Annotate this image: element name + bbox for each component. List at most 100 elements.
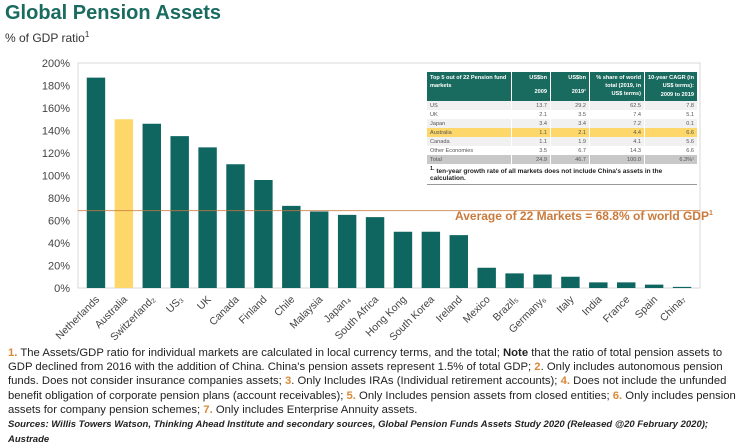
footnote-num: 5. [346,389,356,402]
bar [282,205,301,288]
table-cell: 6.6 [644,128,697,137]
footnote-text: . Only includes autonomous pension funds… [8,361,723,388]
header-subtext: 2009 [534,89,547,95]
table-row: Australia 1.1 2.1 4.4 6.6 [427,128,697,137]
y-tick-label: 160% [42,103,70,115]
table-cell: 14.3 [589,146,645,155]
table-cell: 1.1 [511,128,551,137]
chart-subtitle: % of GDP ratio1 [5,30,89,45]
plot-frame [77,62,701,289]
y-tick-label: 0% [54,283,70,295]
footnote-num: 7. [203,403,213,416]
x-tick-label: India [580,294,605,319]
table-cell: UK [430,111,438,118]
bar [449,235,468,288]
header-subtext: 2019¹ [571,89,586,95]
table-cell: 3.4 [550,119,590,128]
table-cell: 46.7 [550,155,590,164]
bar [310,211,329,288]
table-cell: 100.0 [589,155,645,164]
sources-line: Sources: Willis Towers Watson, Thinking … [8,419,709,446]
table-row: Other Economies 3.5 6.7 14.3 6.6 [427,146,697,155]
header-text: US$bn [568,75,586,81]
bar [672,286,692,288]
table-cell: 0.1 [644,119,697,128]
table-note: 1. ten-year growth rate of all markets d… [427,164,697,186]
bar [365,217,385,288]
footnote-num: 1. [8,347,18,359]
bar-chart: 0% 20% 40% 60% 80% 100% 120% 140% 160% 180% 200% N… [42,58,701,343]
table-cell: 1.9 [550,137,590,146]
bar [86,77,106,288]
table-cell: 4.4 [589,128,645,137]
y-tick-label: 100% [42,171,70,183]
average-footnote-ref: 1 [708,210,713,217]
x-tick-label: Finland [237,294,270,327]
y-tick-label: 120% [42,148,70,160]
y-tick-label: 20% [48,261,70,273]
table-cell: US [427,101,512,110]
footnote-num: 4. [560,375,571,388]
footnote-num: 2 [534,361,541,374]
header-text: US$bn [529,75,547,81]
x-tick-label: Canada [207,294,242,329]
average-label-text: Average of 22 Markets = 68.8% of world G… [455,209,709,223]
table-cell: 2.1 [550,128,590,137]
footnote-note-bold: Note [503,347,529,359]
subtitle-footnote-ref: 1 [84,30,90,39]
header-text: % share of world total (2019, in US$ ter… [596,75,641,97]
bar [533,274,552,288]
table-cell: 62.5 [589,101,645,110]
table-cell: 4.1 [589,137,645,146]
bar [617,282,636,288]
footnotes: 1. The Assets/GDP ratio for individual m… [8,346,748,447]
table-cell: 6.3%¹ [644,155,697,164]
footnote-text: Only includes Enterprise Annuity assets. [212,403,418,416]
x-tick-label: UK [195,294,214,313]
footnote-text: . Only Includes IRAs (Individual retirem… [291,375,561,388]
bar [254,180,273,288]
table-cell: 13.7 [511,101,551,110]
table-cell: 5.1 [644,110,697,119]
table-cell: 5.6 [644,137,697,146]
y-tick-label: 40% [48,238,70,250]
x-tick-label: China₇ [658,293,689,324]
x-tick-label: US₃ [164,294,186,316]
table-cell: 24.9 [511,155,551,164]
table-header-2009: US$bn 2009 [511,72,551,101]
footnote-text: that the ratio of total pension assets t… [8,347,723,374]
table-row: Japan 3.4 3.4 7.2 0.1 [427,119,697,128]
table-cell: Total [427,155,512,164]
x-tick-label: France [601,294,633,326]
table-header-cagr: 10-year CAGR (in US$ terms): 2009 to 2019 [644,72,697,101]
bar [421,231,441,288]
table-header-share: % share of world total (2019, in US$ ter… [589,72,645,101]
header-text: 10-year CAGR (in US$ terms): [648,75,695,89]
header-text: Top 5 out of 22 Pension fund markets [430,75,507,89]
average-label: Average of 22 Markets = 68.8% of world G… [455,209,713,223]
x-tick-label: Netherlands [54,294,103,343]
table-cell: Canada [427,137,512,146]
bar [142,123,161,288]
y-tick-label: 80% [48,193,70,205]
table-header-market: Top 5 out of 22 Pension fund markets [427,72,512,101]
footnote-num: 6. [612,389,623,402]
table-row: UK 2.1 3.5 7.4 5.1 [427,110,697,119]
x-tick-label: Italy [554,293,577,316]
footnote-text: Does not include the unfunded benefit ob… [8,375,727,402]
bar [170,136,189,288]
table-cell: 3.5 [511,146,551,155]
bar [198,147,217,288]
table-cell: Australia [427,128,512,137]
note-ref: 1. [430,166,435,172]
table-cell: Japan [427,119,512,128]
footnote-text: Only includes pension assets for company… [8,389,736,416]
table-header-row: Top 5 out of 22 Pension fund markets US$… [427,72,697,101]
table-cell: 3.4 [511,119,551,128]
x-tick-label: Mexico [461,294,493,326]
table-cell: 3.5 [550,110,590,119]
header-subtext: 2009 to 2019 [660,92,694,98]
table-row: US 13.7 29.2 62.5 7.8 [427,101,697,110]
table-cell: 7.2 [589,119,645,128]
table-cell: 2.1 [511,110,551,119]
